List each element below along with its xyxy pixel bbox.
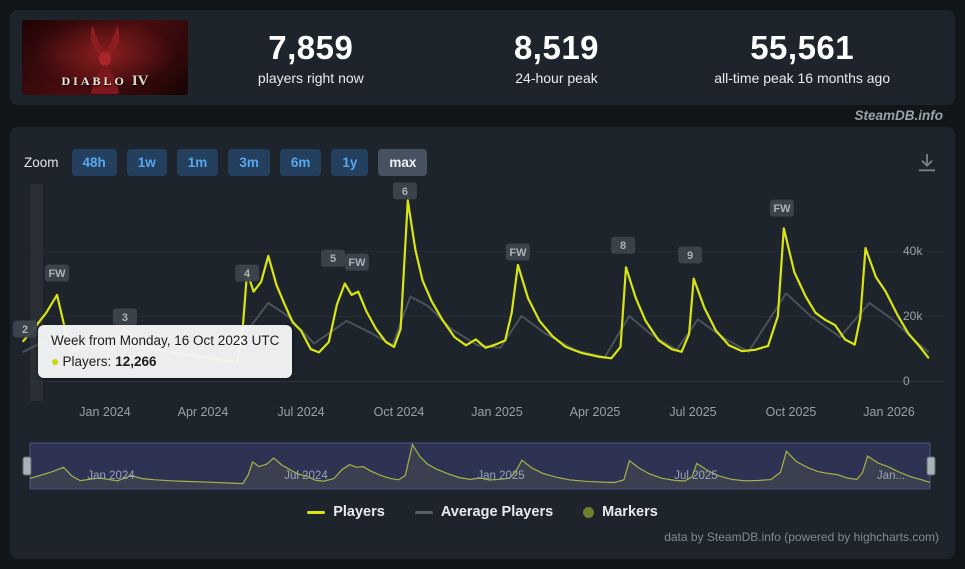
tooltip-players-value: 12,266 <box>115 354 157 369</box>
x-axis-label: Apr 2024 <box>178 405 229 419</box>
zoom-button-1m[interactable]: 1m <box>176 149 219 176</box>
stat-current-players: 7,859 players right now <box>188 29 434 86</box>
steamdb-watermark[interactable]: SteamDB.info <box>854 108 943 123</box>
season-marker-6[interactable] <box>392 182 417 200</box>
navigator-axis-label: Jan 2024 <box>87 470 135 482</box>
season-marker-label: FW <box>773 203 791 215</box>
season-marker-8[interactable] <box>611 236 636 254</box>
stat-alltime-peak: 55,561 all-time peak 16 months ago <box>679 29 925 86</box>
season-marker-5[interactable] <box>321 249 345 267</box>
zoom-label: Zoom <box>24 155 59 170</box>
navigator-handle-left[interactable] <box>22 456 32 476</box>
season-marker-3[interactable] <box>112 308 137 326</box>
navigator-area-fill <box>30 444 930 488</box>
current-players-label: players right now <box>257 70 364 86</box>
zoom-button-group: 48h 1w 1m 3m 6m 1y max <box>71 149 428 176</box>
game-logo: DIABLO IV <box>22 73 188 90</box>
season-marker-FW[interactable] <box>505 243 530 261</box>
game-numeral-text: IV <box>131 73 149 89</box>
peak-24h-value: 8,519 <box>513 29 600 66</box>
season-marker-4[interactable] <box>235 264 260 282</box>
tooltip-series-label: Players: <box>62 354 112 369</box>
navigator-series-line <box>29 443 931 485</box>
zoom-button-1y[interactable]: 1y <box>331 149 369 176</box>
legend-item-players[interactable]: Players <box>307 504 385 520</box>
current-players-value: 7,859 <box>268 29 354 66</box>
navigator-axis-label: Jan... <box>877 470 905 482</box>
season-marker-label: 4 <box>244 268 251 280</box>
tooltip-players-row: ● Players: 12,266 <box>51 353 279 369</box>
season-marker-FW[interactable] <box>769 199 794 217</box>
y-axis-label: 20k <box>903 309 923 323</box>
season-marker-label: 5 <box>330 253 336 265</box>
navigator-handle-right[interactable] <box>926 456 936 476</box>
season-marker-2[interactable] <box>13 320 37 338</box>
season-marker-label: 2 <box>22 324 28 336</box>
average-line-swatch <box>414 510 433 514</box>
series-bullet-icon: ● <box>51 353 60 369</box>
game-title-text: DIABLO <box>61 74 127 88</box>
y-axis-label: 40k <box>903 244 923 258</box>
legend-players-label: Players <box>333 504 385 520</box>
peak-24h-label: 24-hour peak <box>515 70 598 86</box>
season-marker-label: 9 <box>687 250 693 262</box>
alltime-peak-value: 55,561 <box>750 29 855 66</box>
season-marker-label: FW <box>348 257 366 269</box>
zoom-button-max[interactable]: max <box>378 149 428 176</box>
navigator-axis-label: Jul 2024 <box>284 470 328 482</box>
alltime-peak-label: all-time peak 16 months ago <box>714 70 891 86</box>
x-axis-label: Oct 2024 <box>374 405 425 419</box>
zoom-button-3m[interactable]: 3m <box>228 149 270 176</box>
stat-24h-peak: 8,519 24-hour peak <box>434 29 680 86</box>
x-axis-label: Jul 2025 <box>669 405 716 419</box>
x-axis-label: Oct 2025 <box>766 405 817 419</box>
zoom-button-6m[interactable]: 6m <box>279 149 322 176</box>
markers-circle-swatch <box>583 506 595 518</box>
season-marker-9[interactable] <box>678 246 703 264</box>
lilith-silhouette-art <box>90 25 120 94</box>
zoom-button-48h[interactable]: 48h <box>71 149 117 176</box>
chart-legend: Players Average Players Markers <box>10 504 955 520</box>
x-axis-label: Jan 2025 <box>471 405 522 419</box>
x-axis-label: Jan 2024 <box>79 405 130 419</box>
season-marker-label: 3 <box>122 312 128 324</box>
diablo-iv-banner[interactable]: DIABLO IV <box>22 20 188 95</box>
season-marker-label: 6 <box>402 186 408 198</box>
season-marker-FW[interactable] <box>45 264 69 282</box>
chart-credits[interactable]: data by SteamDB.info (powered by highcha… <box>664 530 939 544</box>
zoom-button-1w[interactable]: 1w <box>126 149 167 176</box>
player-stats: 7,859 players right now 8,519 24-hour pe… <box>188 29 955 86</box>
season-marker-label: 8 <box>620 240 626 252</box>
y-axis-label: 0 <box>903 374 910 388</box>
navigator-selected-range[interactable] <box>29 442 931 490</box>
legend-item-average-players[interactable]: Average Players <box>414 504 554 520</box>
season-marker-FW[interactable] <box>344 253 369 271</box>
players-line-swatch <box>307 510 326 514</box>
navigator-axis-label: Jan 2025 <box>477 470 524 482</box>
navigator-axis-label: Jul 2025 <box>674 470 717 482</box>
legend-markers-label: Markers <box>602 504 658 520</box>
legend-item-markers[interactable]: Markers <box>583 504 658 520</box>
x-axis-label: Jul 2024 <box>277 405 324 419</box>
chart-toolbar: Zoom 48h 1w 1m 3m 6m 1y max <box>24 149 939 176</box>
x-axis-label: Jan 2026 <box>863 405 914 419</box>
download-icon[interactable] <box>915 151 939 175</box>
legend-average-label: Average Players <box>440 504 554 520</box>
tooltip-date: Week from Monday, 16 Oct 2023 UTC <box>51 333 280 348</box>
season-marker-label: FW <box>48 268 66 280</box>
chart-tooltip: Week from Monday, 16 Oct 2023 UTC ● Playe… <box>38 325 293 378</box>
season-marker-label: FW <box>509 247 527 259</box>
chart-panel: Zoom 48h 1w 1m 3m 6m 1y max 40k 20k 0 Jan 2024 Apr… <box>10 127 955 559</box>
game-header-card: DIABLO IV 7,859 players right now 8,519 … <box>10 10 955 105</box>
x-axis-label: Apr 2025 <box>570 405 621 419</box>
